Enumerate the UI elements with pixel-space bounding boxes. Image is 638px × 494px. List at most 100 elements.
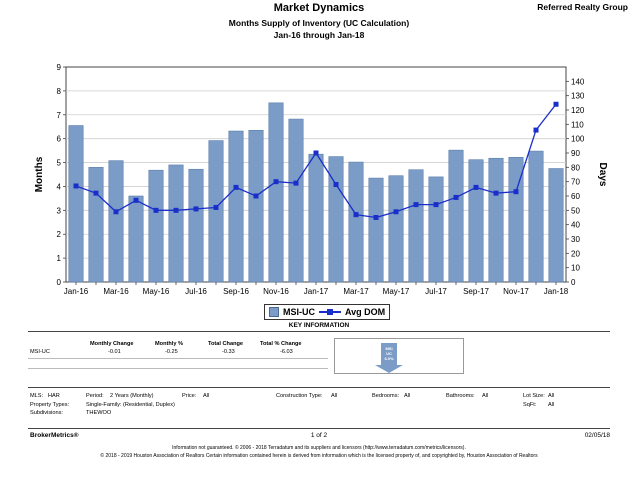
sqft-label: SqFt: bbox=[523, 402, 537, 408]
row-divider bbox=[28, 358, 328, 359]
mls-value: HAR bbox=[48, 393, 60, 399]
y2-tick-label: 60 bbox=[571, 192, 580, 201]
bar bbox=[488, 157, 504, 283]
bar-series bbox=[68, 102, 564, 283]
line-point bbox=[253, 193, 259, 199]
y2-tick-label: 20 bbox=[571, 249, 580, 258]
bar bbox=[168, 164, 184, 283]
bar bbox=[448, 149, 464, 283]
bar bbox=[88, 167, 104, 283]
bar bbox=[468, 159, 484, 283]
bar bbox=[268, 102, 284, 283]
y2-axis-label: Days bbox=[597, 163, 608, 187]
y-tick-label: 9 bbox=[57, 63, 62, 72]
bar bbox=[528, 150, 544, 283]
x-tick-label: Jan-17 bbox=[304, 287, 329, 296]
legend-label-dom: Avg DOM bbox=[345, 307, 386, 317]
line-point bbox=[393, 209, 399, 215]
y2-tick-label: 90 bbox=[571, 149, 580, 158]
down-arrow-icon bbox=[375, 365, 403, 373]
line-point bbox=[353, 212, 359, 218]
value-total-percent-change: -6.03 bbox=[280, 349, 293, 355]
y-axis-ticks: 0 1 2 3 4 5 6 7 8 9 bbox=[57, 63, 66, 287]
line-point bbox=[193, 206, 199, 212]
bar bbox=[308, 153, 324, 283]
line-point bbox=[533, 127, 539, 133]
value-total-change: -0.33 bbox=[222, 349, 235, 355]
header-total-change: Total Change bbox=[208, 341, 244, 347]
subdivisions-value: THEWOO bbox=[86, 410, 112, 416]
y2-tick-label: 100 bbox=[571, 135, 585, 144]
bar bbox=[348, 161, 364, 283]
line-point bbox=[313, 150, 319, 156]
y2-axis-ticks: 0 10 20 30 40 50 60 70 80 90 100 110 120 130 140 bbox=[566, 77, 585, 287]
agency-name: Referred Realty Group bbox=[537, 2, 628, 12]
line-point bbox=[473, 184, 479, 190]
bar bbox=[228, 130, 244, 283]
x-tick-label: Sep-16 bbox=[223, 287, 249, 296]
y2-tick-label: 50 bbox=[571, 206, 580, 215]
divider bbox=[28, 387, 610, 388]
y2-tick-label: 10 bbox=[571, 264, 580, 273]
y-tick-label: 1 bbox=[57, 254, 62, 263]
price-label: Price: bbox=[182, 393, 197, 399]
bar bbox=[248, 130, 264, 283]
x-tick-label: Jan-18 bbox=[544, 287, 569, 296]
y2-tick-label: 110 bbox=[571, 120, 584, 129]
bar bbox=[428, 176, 444, 283]
line-point bbox=[373, 215, 379, 220]
bar bbox=[408, 169, 424, 283]
y-tick-label: 6 bbox=[57, 135, 62, 144]
x-tick-label: Nov-16 bbox=[263, 287, 289, 296]
value-monthly-percent: -0.25 bbox=[165, 349, 178, 355]
disclaimer-line-2: © 2018 - 2019 Houston Association of Rea… bbox=[100, 453, 538, 459]
period-value: 2 Years (Monthly) bbox=[110, 393, 154, 399]
x-tick-label: Sep-17 bbox=[463, 287, 489, 296]
x-tick-label: May-16 bbox=[143, 287, 170, 296]
line-series bbox=[73, 101, 559, 220]
y-tick-label: 7 bbox=[57, 111, 62, 120]
msi-thumbnail: MSI UC 6.0% bbox=[334, 338, 464, 374]
bar bbox=[208, 140, 224, 283]
page-number: 1 of 2 bbox=[310, 432, 328, 439]
y2-tick-label: 0 bbox=[571, 278, 576, 287]
y-tick-label: 3 bbox=[57, 206, 62, 215]
bar bbox=[68, 125, 84, 283]
line-point bbox=[73, 183, 79, 189]
x-tick-label: May-17 bbox=[383, 287, 410, 296]
line-point bbox=[233, 184, 239, 190]
line-point bbox=[173, 207, 179, 213]
subdivisions-label: Subdivisions: bbox=[30, 410, 63, 416]
line-point bbox=[513, 189, 519, 195]
disclaimer-line-1: Information not guaranteed. © 2006 - 201… bbox=[172, 445, 466, 451]
y-tick-label: 0 bbox=[57, 278, 62, 287]
property-types-value: Single-Family: (Residential, Duplex) bbox=[86, 402, 175, 408]
value-monthly-change: -0.01 bbox=[108, 349, 121, 355]
y2-tick-label: 140 bbox=[571, 77, 585, 86]
construction-label: Construction Type: bbox=[276, 393, 323, 399]
y-tick-label: 5 bbox=[57, 159, 62, 168]
bar bbox=[388, 175, 404, 283]
x-tick-label: Jul-16 bbox=[185, 287, 207, 296]
key-information-title: KEY INFORMATION bbox=[288, 322, 350, 329]
brand-name: BrokerMetrics® bbox=[30, 432, 79, 439]
y-tick-label: 8 bbox=[57, 87, 62, 96]
period-label: Period: bbox=[86, 393, 104, 399]
x-tick-label: Mar-16 bbox=[103, 287, 129, 296]
legend-label-msi: MSI-UC bbox=[283, 307, 315, 317]
divider bbox=[28, 428, 610, 429]
report-date: 02/05/18 bbox=[584, 432, 610, 439]
y2-tick-label: 130 bbox=[571, 92, 585, 101]
legend-swatch-msi bbox=[269, 307, 279, 317]
mls-label: MLS: bbox=[30, 393, 44, 399]
line-point bbox=[413, 202, 419, 208]
header-monthly-percent: Monthly % bbox=[155, 341, 183, 347]
thumbnail-label: MSI UC 6.0% bbox=[384, 346, 394, 361]
bar bbox=[128, 195, 144, 283]
bar bbox=[188, 168, 204, 283]
row-divider bbox=[28, 368, 328, 369]
bar bbox=[288, 118, 304, 283]
page-title: Market Dynamics bbox=[273, 2, 365, 14]
bar bbox=[148, 169, 164, 283]
property-types-label: Property Types: bbox=[30, 402, 70, 408]
